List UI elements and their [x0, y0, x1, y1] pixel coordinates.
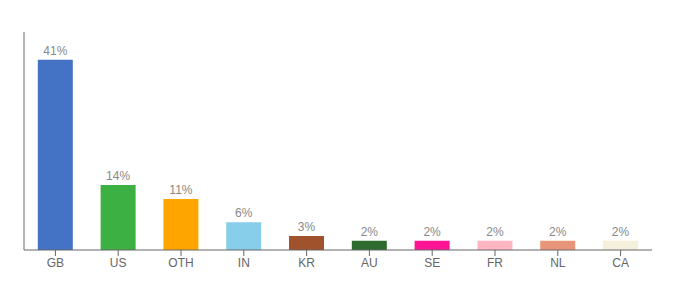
svg-text:2%: 2%	[549, 225, 567, 239]
svg-text:IN: IN	[238, 256, 250, 270]
svg-text:6%: 6%	[235, 206, 253, 220]
svg-text:GB: GB	[47, 256, 64, 270]
svg-text:FR: FR	[487, 256, 503, 270]
svg-text:3%: 3%	[298, 220, 316, 234]
svg-text:2%: 2%	[361, 225, 379, 239]
svg-text:41%: 41%	[43, 44, 67, 58]
svg-text:2%: 2%	[612, 225, 630, 239]
svg-text:US: US	[110, 256, 127, 270]
svg-text:SE: SE	[424, 256, 440, 270]
svg-text:KR: KR	[298, 256, 315, 270]
svg-text:14%: 14%	[106, 169, 130, 183]
svg-text:NL: NL	[550, 256, 566, 270]
svg-text:CA: CA	[612, 256, 629, 270]
svg-text:2%: 2%	[486, 225, 504, 239]
svg-text:2%: 2%	[423, 225, 441, 239]
svg-text:OTH: OTH	[168, 256, 193, 270]
svg-text:11%: 11%	[169, 183, 192, 197]
svg-text:AU: AU	[361, 256, 378, 270]
